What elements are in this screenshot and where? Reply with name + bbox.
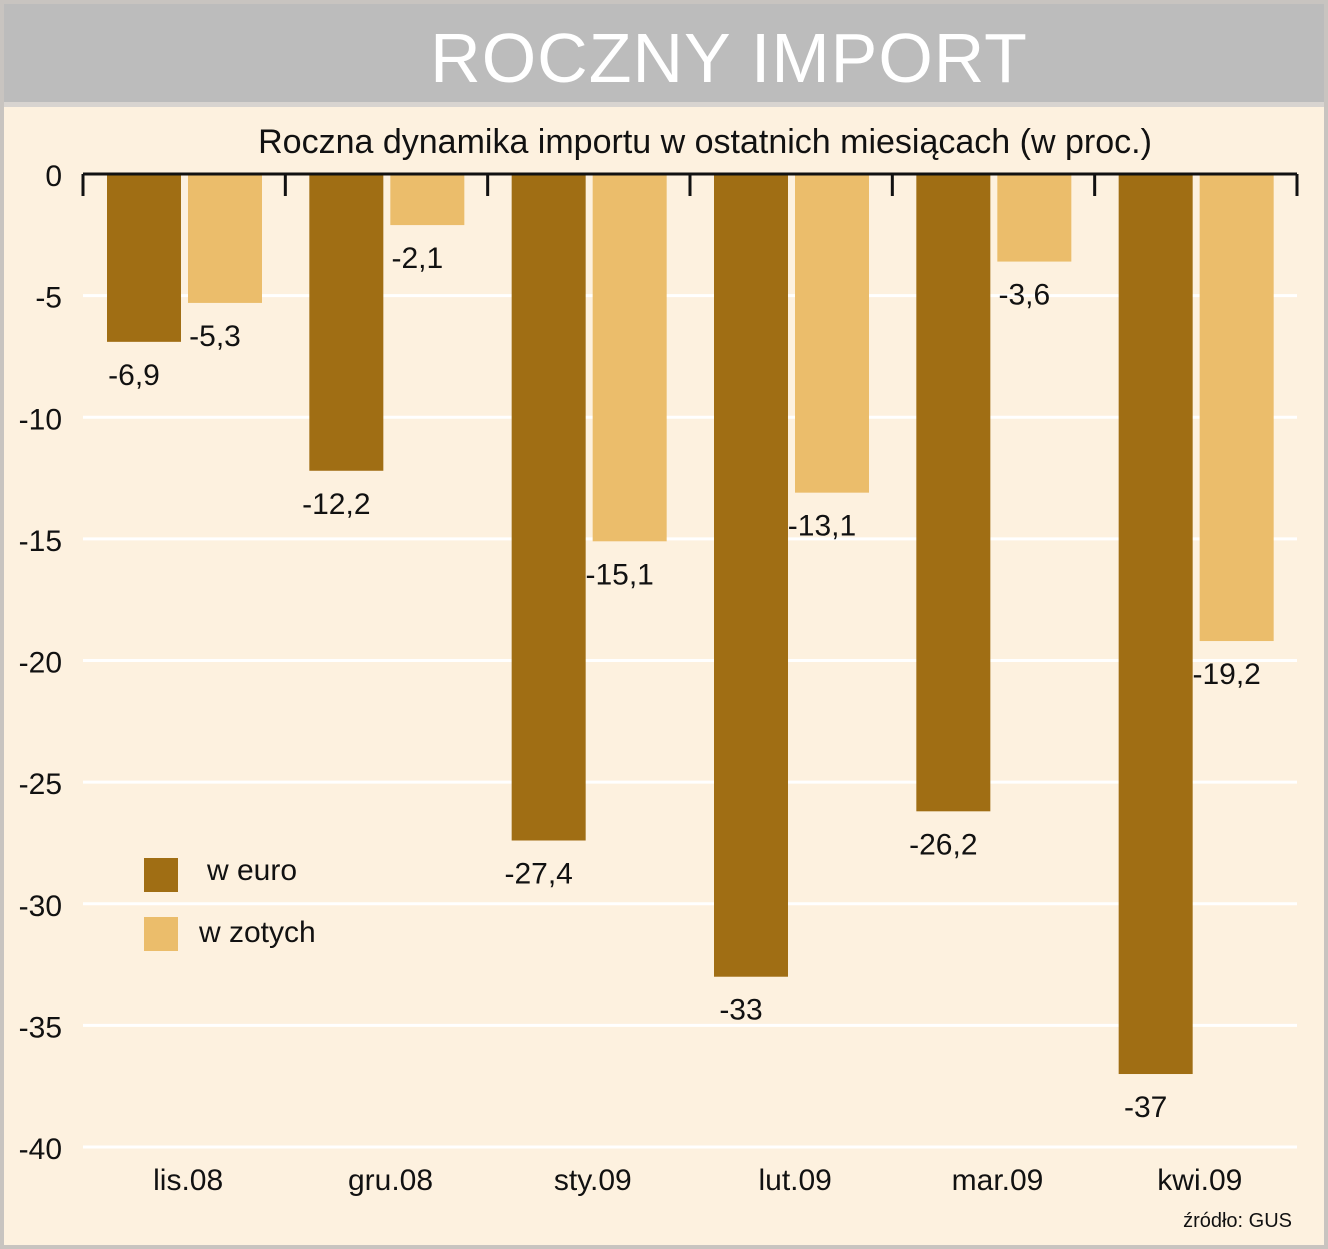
x-axis-labels: lis.08 gru.08 sty.09 lut.09 mar.09 kwi.09: [153, 1164, 1242, 1197]
x-tick-label: kwi.09: [1157, 1164, 1242, 1197]
legend-label: w euro: [206, 854, 297, 887]
bar-euro: [511, 174, 586, 841]
x-tick-label: gru.08: [348, 1164, 433, 1197]
y-tick-label: -25: [19, 768, 62, 801]
y-tick-label: -10: [19, 403, 62, 436]
data-label: -27,4: [504, 858, 572, 891]
y-tick-label: -15: [19, 525, 62, 558]
y-tick-label: 0: [45, 160, 62, 193]
data-label: -13,1: [788, 510, 856, 543]
bar-zloty: [592, 174, 667, 542]
bar-zloty: [390, 174, 465, 226]
bar-zloty: [795, 174, 869, 493]
header-banner: ROCZNY IMPORT: [4, 4, 1324, 107]
bars: -6,9 -5,3 -12,2 -2,1 -27,4 -15,1 -33 -13,1 -26,2…: [107, 174, 1274, 1124]
source-note: źródło: GUS: [1183, 1210, 1292, 1232]
bar-euro: [1118, 174, 1193, 1075]
x-tick-label: mar.09: [952, 1164, 1044, 1197]
bar-zloty: [997, 174, 1072, 262]
bar-zloty: [188, 174, 262, 303]
x-tick-label: sty.09: [554, 1164, 632, 1197]
data-label: -33: [719, 994, 762, 1027]
data-label: -5,3: [189, 320, 241, 353]
bar-euro: [714, 174, 788, 977]
x-tick-label: lut.09: [758, 1164, 831, 1197]
y-tick-label: -20: [19, 647, 62, 680]
grid-lines: [83, 294, 1297, 1149]
legend-swatch-zloty: [144, 917, 178, 951]
data-label: -3,6: [998, 279, 1050, 312]
data-label: -12,2: [302, 488, 370, 521]
x-tick-label: lis.08: [153, 1164, 223, 1197]
bar-zloty: [1199, 174, 1274, 642]
legend-label: w zotych: [198, 916, 316, 949]
page-title: ROCZNY IMPORT: [430, 19, 1028, 97]
bar-euro: [107, 174, 181, 342]
bar-euro: [309, 174, 384, 471]
legend: w euro w zotych: [144, 854, 316, 951]
x-axis: [81, 172, 1299, 196]
chart-title: Roczna dynamika importu w ostatnich mies…: [258, 123, 1152, 161]
legend-swatch-euro: [144, 858, 178, 892]
data-label: -6,9: [108, 359, 160, 392]
y-tick-label: -40: [19, 1133, 62, 1166]
data-label: -37: [1124, 1091, 1167, 1124]
data-label: -19,2: [1192, 658, 1260, 691]
bar-euro: [916, 174, 991, 812]
y-axis-ticks: 0 -5 -10 -15 -20 -25 -30 -35 -40: [19, 160, 62, 1166]
y-tick-label: -5: [35, 282, 62, 315]
y-tick-label: -35: [19, 1011, 62, 1044]
y-tick-label: -30: [19, 890, 62, 923]
data-label: -26,2: [909, 828, 977, 861]
data-label: -15,1: [585, 558, 653, 591]
data-label: -2,1: [391, 242, 443, 275]
